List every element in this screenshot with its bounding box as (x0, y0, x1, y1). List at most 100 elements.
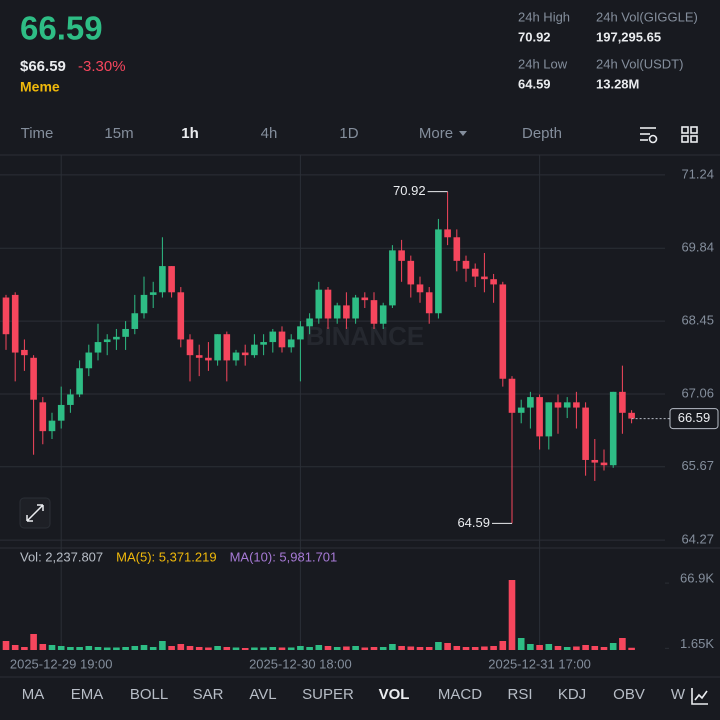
candle-body (315, 289, 323, 319)
volume-bar (232, 647, 240, 650)
candle-body (195, 355, 203, 358)
y-tick-label: 64.27 (681, 532, 714, 547)
volume-bar (471, 647, 479, 650)
candle-body (85, 352, 93, 369)
indicator-tab[interactable]: W (671, 686, 686, 703)
indicator-tab[interactable]: VOL (379, 686, 410, 703)
volume-bar (582, 645, 589, 650)
candle-body (223, 334, 231, 361)
volume-bar (609, 643, 617, 650)
indicator-tab[interactable]: OBV (613, 686, 645, 703)
volume-bar (361, 647, 369, 650)
interval-tab[interactable]: 4h (261, 125, 278, 142)
indicator-tab[interactable]: BOLL (130, 686, 168, 703)
stat-label: 24h High (518, 9, 570, 24)
volume-bar (554, 646, 562, 650)
volume-bar (444, 643, 451, 650)
candle-body (407, 260, 415, 285)
y-tick-label: 67.06 (681, 385, 714, 400)
interval-tab[interactable]: 1D (339, 125, 358, 142)
candle-body (490, 279, 497, 285)
dropdown-arrow (459, 131, 467, 136)
candle-body (600, 462, 608, 466)
candle-body (113, 336, 120, 340)
draw-icon[interactable] (691, 688, 708, 705)
volume-bar (324, 646, 332, 650)
candle-body (232, 352, 240, 361)
interval-tab[interactable]: More (419, 125, 453, 142)
volume-bar (490, 646, 497, 650)
candle-body (297, 326, 304, 340)
volume-bar (563, 647, 571, 650)
indicator-tab[interactable]: RSI (507, 686, 532, 703)
volume-bar (398, 646, 405, 650)
x-tick-label: 2025-12-30 18:00 (249, 656, 352, 671)
candle-body (536, 397, 543, 437)
volume-bar (113, 647, 120, 650)
interval-tab[interactable]: Depth (522, 125, 562, 142)
candle-body (214, 334, 221, 361)
chart-settings-icon[interactable] (640, 127, 658, 144)
indicator-tab[interactable]: AVL (249, 686, 276, 703)
stat-label: 24h Low (518, 56, 568, 71)
low-label: 64.59 (457, 515, 490, 530)
volume-bar (159, 641, 166, 650)
volume-bar (241, 648, 249, 650)
y2-tick-label: 1.65K (680, 636, 714, 651)
volume-bar (370, 647, 378, 650)
volume-bar (85, 646, 93, 650)
volume-bar (297, 646, 304, 650)
indicator-tab[interactable]: SAR (193, 686, 224, 703)
volume-bar (453, 646, 461, 650)
candle-body (591, 459, 599, 463)
y-tick-label: 65.67 (681, 458, 714, 473)
volume-bar (131, 646, 139, 650)
volume-bar (94, 647, 102, 650)
volume-bar (168, 646, 175, 650)
interval-tab[interactable]: 15m (104, 125, 133, 142)
volume-bar (462, 647, 470, 650)
volume-bar (499, 641, 507, 650)
candle-body (94, 342, 102, 353)
price-change: -3.30% (78, 58, 126, 75)
volume-bar (30, 634, 37, 650)
candle-body (177, 292, 185, 340)
candle-body (343, 305, 350, 319)
layout-icon[interactable] (681, 126, 698, 143)
price-usd: $66.59 (20, 58, 66, 75)
candle-body (21, 349, 28, 356)
interval-tab[interactable]: Time (21, 125, 54, 142)
volume-bar (149, 647, 157, 650)
candle-body (306, 318, 313, 327)
volume-bar (508, 580, 516, 650)
volume-bar (186, 646, 194, 650)
volume-bar (481, 646, 488, 650)
candle-body (122, 328, 129, 337)
token-tag[interactable]: Meme (20, 79, 60, 95)
stat-label: 24h Vol(USDT) (596, 56, 683, 71)
volume-bar (177, 644, 185, 650)
volume-bar (214, 646, 221, 650)
volume-bar (389, 644, 396, 650)
candle-body (159, 266, 166, 293)
candle-body (131, 313, 139, 329)
last-price-tag: 66.59 (678, 410, 711, 425)
interval-tab[interactable]: 1h (181, 125, 199, 142)
indicator-tab[interactable]: KDJ (558, 686, 586, 703)
candle-body (582, 407, 589, 460)
indicator-tab[interactable]: EMA (71, 686, 104, 703)
indicator-tab[interactable]: MA (22, 686, 45, 703)
candle-body (416, 284, 424, 293)
candle-body (67, 394, 74, 405)
volume-bar (39, 644, 47, 650)
last-price: 66.59 (20, 10, 103, 47)
expand-button[interactable] (19, 497, 51, 529)
candle-body (11, 294, 19, 353)
indicator-tab[interactable]: MACD (438, 686, 482, 703)
volume-bar (122, 647, 129, 650)
indicator-tab[interactable]: SUPER (302, 686, 354, 703)
volume-legend: MA(5): 5,371.219 (116, 549, 216, 564)
volume-bar (619, 638, 626, 650)
